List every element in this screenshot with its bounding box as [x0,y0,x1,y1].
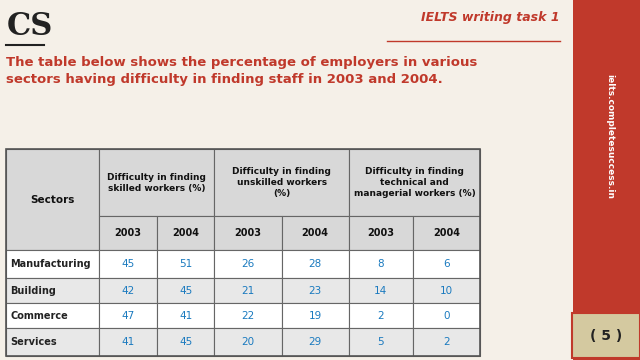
FancyBboxPatch shape [282,250,349,278]
Text: 26: 26 [241,259,255,269]
Text: ielts.completesuccess.in: ielts.completesuccess.in [605,74,614,199]
Text: 2: 2 [378,311,384,321]
Text: 41: 41 [179,311,192,321]
Text: 45: 45 [122,259,134,269]
FancyBboxPatch shape [157,278,214,303]
Text: 19: 19 [308,311,322,321]
Text: 42: 42 [122,285,134,296]
Text: 10: 10 [440,285,453,296]
Text: 20: 20 [241,337,255,347]
Text: 8: 8 [378,259,384,269]
FancyBboxPatch shape [99,328,157,356]
FancyBboxPatch shape [214,303,282,328]
Text: 28: 28 [308,259,322,269]
Text: 0: 0 [443,311,450,321]
FancyBboxPatch shape [157,328,214,356]
Text: Difficulty in finding
unskilled workers
(%): Difficulty in finding unskilled workers … [232,167,331,198]
Text: Difficulty in finding
skilled workers (%): Difficulty in finding skilled workers (%… [108,173,206,193]
FancyBboxPatch shape [349,328,413,356]
Text: 21: 21 [241,285,255,296]
Text: 47: 47 [122,311,134,321]
FancyBboxPatch shape [349,250,413,278]
Text: ( 5 ): ( 5 ) [590,329,622,343]
Text: Sectors: Sectors [31,195,75,205]
Text: 2003: 2003 [234,228,262,238]
FancyBboxPatch shape [214,278,282,303]
FancyBboxPatch shape [99,303,157,328]
FancyBboxPatch shape [413,303,480,328]
FancyBboxPatch shape [573,0,640,360]
Text: 45: 45 [179,337,192,347]
FancyBboxPatch shape [413,216,480,250]
FancyBboxPatch shape [6,149,99,250]
FancyBboxPatch shape [157,303,214,328]
Text: 22: 22 [241,311,255,321]
Text: 2: 2 [443,337,450,347]
FancyBboxPatch shape [214,250,282,278]
Text: 2004: 2004 [433,228,460,238]
FancyBboxPatch shape [99,278,157,303]
FancyBboxPatch shape [349,303,413,328]
FancyBboxPatch shape [214,216,282,250]
FancyBboxPatch shape [99,250,157,278]
Text: Difficulty in finding
technical and
managerial workers (%): Difficulty in finding technical and mana… [353,167,476,198]
FancyBboxPatch shape [6,328,99,356]
FancyBboxPatch shape [6,250,99,278]
FancyBboxPatch shape [349,216,413,250]
FancyBboxPatch shape [349,149,480,216]
Text: 29: 29 [308,337,322,347]
FancyBboxPatch shape [282,216,349,250]
Text: 2003: 2003 [367,228,394,238]
FancyBboxPatch shape [413,328,480,356]
FancyBboxPatch shape [413,250,480,278]
Text: 6: 6 [443,259,450,269]
FancyBboxPatch shape [157,250,214,278]
Text: 23: 23 [308,285,322,296]
FancyBboxPatch shape [99,216,157,250]
FancyBboxPatch shape [214,149,349,216]
Text: 2004: 2004 [172,228,199,238]
Text: IELTS writing task 1: IELTS writing task 1 [421,11,560,24]
FancyBboxPatch shape [99,149,214,216]
Text: 45: 45 [179,285,192,296]
FancyBboxPatch shape [413,278,480,303]
FancyBboxPatch shape [6,278,99,303]
Text: 2004: 2004 [301,228,329,238]
Text: CS: CS [6,11,52,42]
Text: 2003: 2003 [115,228,141,238]
Text: Commerce: Commerce [10,311,68,321]
FancyBboxPatch shape [282,328,349,356]
FancyBboxPatch shape [282,278,349,303]
Text: Manufacturing: Manufacturing [10,259,91,269]
Text: 41: 41 [122,337,134,347]
Text: Building: Building [10,285,56,296]
FancyBboxPatch shape [6,303,99,328]
Text: 14: 14 [374,285,387,296]
Text: The table below shows the percentage of employers in various
sectors having diff: The table below shows the percentage of … [6,56,478,86]
FancyBboxPatch shape [282,303,349,328]
FancyBboxPatch shape [349,278,413,303]
Text: 5: 5 [378,337,384,347]
FancyBboxPatch shape [214,328,282,356]
FancyBboxPatch shape [572,313,640,358]
FancyBboxPatch shape [157,216,214,250]
Text: Services: Services [10,337,57,347]
Text: 51: 51 [179,259,192,269]
